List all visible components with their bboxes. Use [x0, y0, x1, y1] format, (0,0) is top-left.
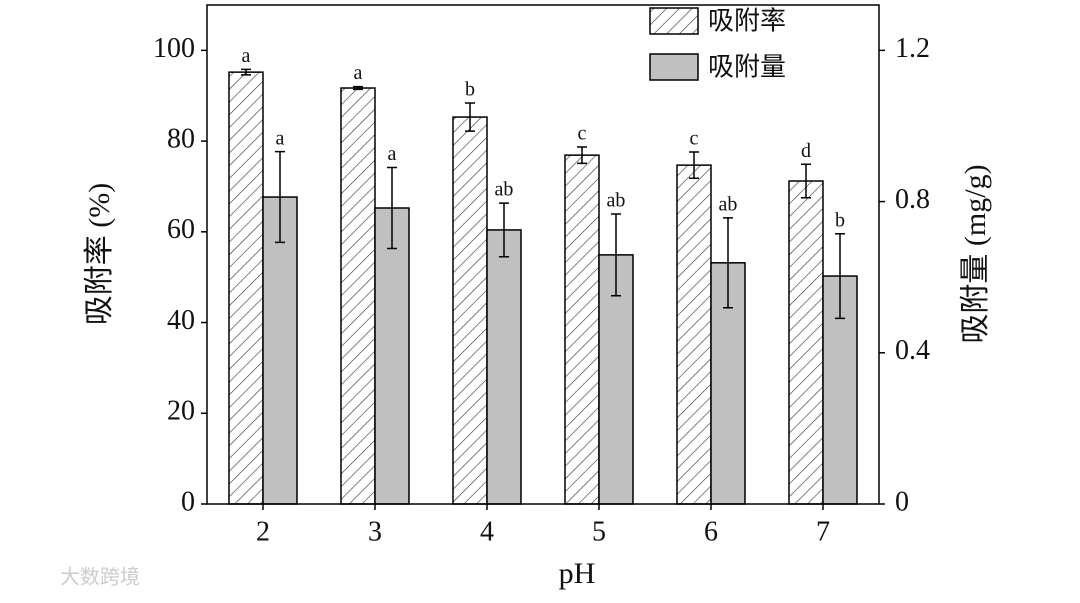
error-bar	[611, 213, 621, 297]
error-bar	[241, 68, 251, 76]
x-tick-label: 4	[480, 516, 494, 547]
legend-swatch	[649, 7, 699, 35]
significance-letter: ab	[495, 179, 514, 201]
error-bar	[387, 166, 397, 250]
significance-letter: ab	[607, 190, 626, 212]
bar	[564, 154, 600, 505]
bar	[676, 164, 712, 505]
bar	[486, 229, 522, 505]
error-bar	[353, 85, 363, 91]
error-bar	[835, 232, 845, 320]
bar	[340, 87, 376, 505]
significance-letter: a	[354, 62, 363, 84]
x-tick-label: 3	[368, 516, 382, 547]
error-bar	[801, 163, 811, 199]
error-bar	[465, 102, 475, 132]
error-bar	[689, 151, 699, 180]
significance-letter: b	[465, 79, 475, 101]
bar	[228, 71, 264, 505]
error-bar	[723, 217, 733, 309]
watermark: 大数跨境	[60, 565, 140, 589]
y2-tick-label: 0	[895, 486, 909, 517]
significance-letter: a	[388, 143, 397, 165]
significance-letter: c	[690, 128, 699, 150]
bar	[788, 180, 824, 505]
y-tick-label: 100	[153, 33, 195, 64]
y-axis-label: 吸附率 (%)	[83, 183, 116, 325]
significance-letter: ab	[719, 193, 738, 215]
x-tick-label: 6	[704, 516, 718, 547]
y2-axis-label: 吸附量 (mg/g)	[959, 164, 992, 343]
y-tick-label: 80	[167, 124, 195, 155]
y-tick-label: 0	[181, 486, 195, 517]
y-tick-label: 20	[167, 396, 195, 427]
y2-tick-label: 1.2	[895, 33, 930, 64]
bar	[452, 116, 488, 505]
error-bar	[499, 202, 509, 258]
x-axis-label: pH	[559, 557, 596, 590]
significance-letter: a	[242, 45, 251, 67]
legend-label: 吸附率	[708, 7, 786, 37]
x-tick-label: 2	[256, 516, 270, 547]
significance-letter: d	[801, 140, 811, 162]
bar	[374, 207, 410, 505]
y2-tick-label: 0.4	[895, 335, 930, 366]
significance-letter: a	[276, 127, 285, 149]
plot-frame	[206, 4, 880, 505]
x-tick-label: 5	[592, 516, 606, 547]
y2-tick-label: 0.8	[895, 184, 930, 215]
significance-letter: c	[578, 123, 587, 145]
y-tick-label: 40	[167, 305, 195, 336]
legend-label: 吸附量	[708, 53, 786, 83]
significance-letter: b	[835, 209, 845, 231]
x-tick-label: 7	[816, 516, 830, 547]
legend-swatch	[649, 53, 699, 81]
y-tick-label: 60	[167, 214, 195, 245]
error-bar	[577, 146, 587, 165]
error-bar	[275, 150, 285, 244]
